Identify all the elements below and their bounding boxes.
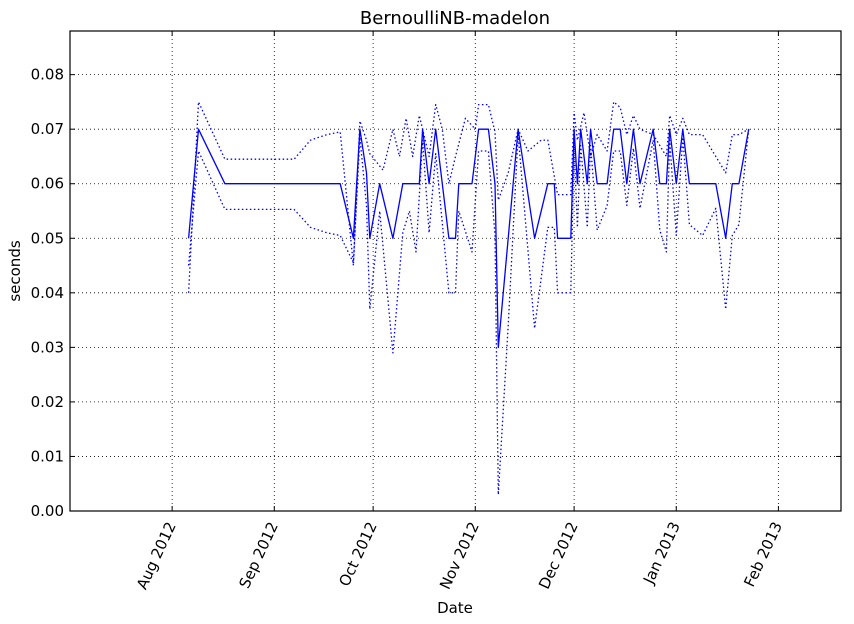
y-axis-label: seconds — [6, 240, 24, 301]
chart-title: BernoulliNB-madelon — [360, 8, 550, 29]
series-line-3 — [187, 129, 750, 496]
tick-marks — [70, 31, 841, 512]
y-tick-labels: 0.00 0.01 0.02 0.03 0.04 0.05 0.06 0.07 0.08 — [31, 66, 64, 520]
y-tick-label: 0.06 — [31, 175, 64, 193]
y-tick-label: 0.08 — [31, 66, 64, 84]
y-tick-label: 0.00 — [31, 502, 64, 520]
y-tick-label: 0.02 — [31, 393, 64, 411]
plot-frame — [69, 30, 842, 512]
y-tick-label: 0.01 — [31, 447, 64, 465]
y-tick-label: 0.05 — [31, 229, 64, 247]
y-tick-label: 0.04 — [31, 284, 64, 302]
y-tick-label: 0.03 — [31, 338, 64, 356]
y-tick-label: 0.07 — [31, 120, 64, 138]
x-axis-label: Date — [437, 599, 473, 617]
series-layer — [187, 101, 750, 496]
